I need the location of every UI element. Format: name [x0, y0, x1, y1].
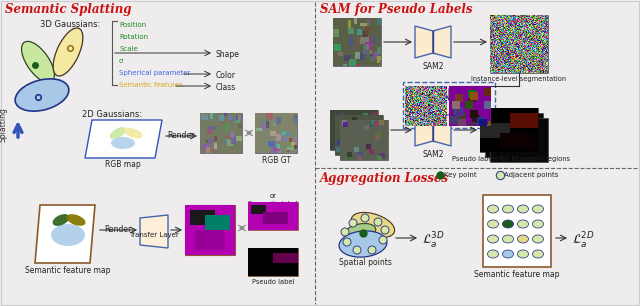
Text: Aggregation Losses: Aggregation Losses	[320, 172, 449, 185]
Ellipse shape	[518, 235, 529, 243]
Text: Render: Render	[168, 131, 195, 140]
Text: Position: Position	[119, 22, 147, 28]
Ellipse shape	[111, 137, 135, 149]
Circle shape	[343, 238, 351, 246]
FancyBboxPatch shape	[483, 195, 551, 267]
Text: $\mathcal{L}_a^{3D}$: $\mathcal{L}_a^{3D}$	[422, 231, 444, 251]
FancyBboxPatch shape	[335, 115, 383, 155]
Polygon shape	[433, 114, 451, 146]
Text: Pseudo labels for boundary regions: Pseudo labels for boundary regions	[452, 156, 570, 162]
Text: Class: Class	[216, 83, 236, 92]
Ellipse shape	[502, 205, 513, 213]
Ellipse shape	[488, 250, 499, 258]
Ellipse shape	[532, 235, 543, 243]
Circle shape	[341, 228, 349, 236]
Text: Transfer Layer: Transfer Layer	[129, 232, 179, 238]
Ellipse shape	[351, 212, 395, 237]
Text: 2D Gaussians:: 2D Gaussians:	[82, 110, 142, 119]
Polygon shape	[85, 120, 162, 158]
Ellipse shape	[53, 28, 83, 76]
FancyBboxPatch shape	[490, 15, 548, 73]
Text: SAM2: SAM2	[422, 150, 444, 159]
Ellipse shape	[67, 214, 86, 226]
FancyBboxPatch shape	[248, 248, 298, 276]
Text: Instance-level segmentation: Instance-level segmentation	[472, 76, 566, 82]
Ellipse shape	[15, 79, 69, 111]
FancyBboxPatch shape	[485, 113, 543, 157]
Circle shape	[381, 226, 389, 234]
Text: Spherical parameter: Spherical parameter	[119, 70, 190, 76]
Text: Scale: Scale	[119, 46, 138, 52]
FancyBboxPatch shape	[255, 113, 297, 153]
Ellipse shape	[110, 127, 126, 139]
Ellipse shape	[502, 250, 513, 258]
Polygon shape	[140, 215, 168, 248]
Text: Shape: Shape	[216, 50, 240, 59]
Ellipse shape	[124, 128, 143, 138]
Text: Semantic features: Semantic features	[119, 82, 183, 88]
Text: SAM2: SAM2	[422, 62, 444, 71]
Text: Adjacent points: Adjacent points	[504, 172, 558, 178]
Ellipse shape	[339, 231, 387, 257]
FancyBboxPatch shape	[200, 113, 242, 153]
Circle shape	[368, 246, 376, 254]
Ellipse shape	[532, 220, 543, 228]
Ellipse shape	[518, 220, 529, 228]
FancyBboxPatch shape	[330, 110, 378, 150]
Ellipse shape	[532, 250, 543, 258]
Text: Semantic label: Semantic label	[248, 201, 298, 207]
Text: Key point: Key point	[444, 172, 477, 178]
Text: Semantic feature map: Semantic feature map	[25, 266, 111, 275]
Ellipse shape	[532, 205, 543, 213]
Text: Semantic Splatting: Semantic Splatting	[5, 3, 131, 16]
Ellipse shape	[488, 205, 499, 213]
Text: Color: Color	[216, 71, 236, 80]
Ellipse shape	[22, 41, 54, 83]
FancyBboxPatch shape	[480, 108, 538, 152]
Polygon shape	[35, 205, 95, 263]
Text: RGB GT: RGB GT	[262, 156, 291, 165]
Text: Spatial points: Spatial points	[339, 258, 392, 267]
Text: $\mathcal{L}_a^{2D}$: $\mathcal{L}_a^{2D}$	[572, 231, 595, 251]
Circle shape	[353, 246, 361, 254]
Text: SAM for Pseudo Labels: SAM for Pseudo Labels	[320, 3, 472, 16]
Circle shape	[379, 236, 387, 244]
Text: Rotation: Rotation	[119, 34, 148, 40]
Polygon shape	[415, 26, 433, 58]
Text: σ: σ	[119, 58, 124, 64]
FancyBboxPatch shape	[248, 202, 298, 230]
Ellipse shape	[344, 223, 376, 241]
Text: or: or	[269, 193, 276, 199]
FancyBboxPatch shape	[185, 205, 235, 255]
Ellipse shape	[502, 235, 513, 243]
Circle shape	[349, 219, 357, 227]
Text: Render: Render	[104, 225, 132, 234]
Text: 3D Gaussians:: 3D Gaussians:	[40, 20, 100, 29]
Polygon shape	[415, 114, 433, 146]
Ellipse shape	[488, 235, 499, 243]
Ellipse shape	[52, 214, 69, 226]
Ellipse shape	[518, 205, 529, 213]
Ellipse shape	[488, 220, 499, 228]
Text: RGB map: RGB map	[105, 160, 141, 169]
Ellipse shape	[502, 220, 513, 228]
FancyBboxPatch shape	[490, 118, 548, 162]
Polygon shape	[433, 26, 451, 58]
Text: Splatting: Splatting	[0, 108, 8, 142]
FancyBboxPatch shape	[340, 120, 388, 160]
Ellipse shape	[518, 250, 529, 258]
Text: Semantic feature map: Semantic feature map	[474, 270, 560, 279]
Circle shape	[374, 218, 382, 226]
Ellipse shape	[51, 224, 85, 246]
Circle shape	[361, 214, 369, 222]
FancyBboxPatch shape	[333, 18, 381, 66]
Text: Pseudo label: Pseudo label	[252, 279, 294, 285]
